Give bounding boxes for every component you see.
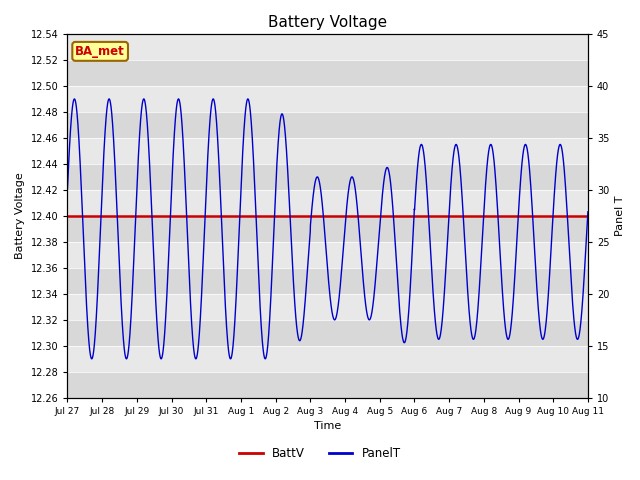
Bar <box>67 190 588 216</box>
Y-axis label: Battery Voltage: Battery Voltage <box>15 172 25 259</box>
Bar <box>67 242 588 268</box>
Text: BA_met: BA_met <box>76 45 125 58</box>
Y-axis label: Panel T: Panel T <box>615 196 625 236</box>
X-axis label: Time: Time <box>314 421 341 432</box>
Title: Battery Voltage: Battery Voltage <box>268 15 387 30</box>
Bar <box>67 34 588 60</box>
Bar <box>67 346 588 372</box>
Bar <box>67 138 588 164</box>
Bar <box>67 86 588 112</box>
Legend: BattV, PanelT: BattV, PanelT <box>234 442 406 465</box>
Bar <box>67 294 588 320</box>
